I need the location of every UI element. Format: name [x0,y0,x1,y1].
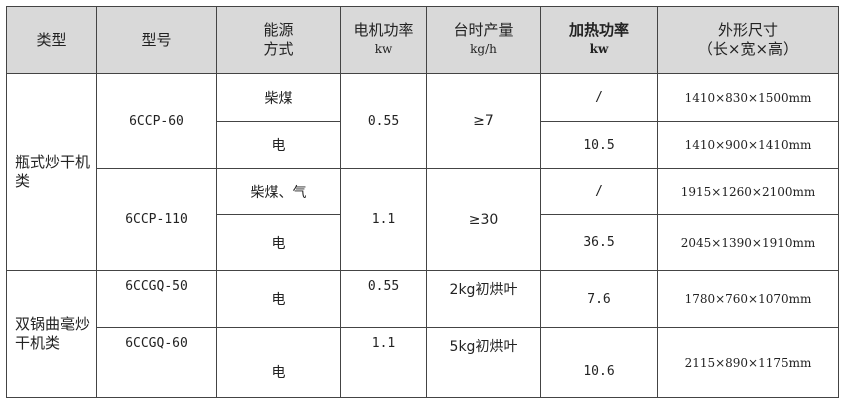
unit: kw [589,42,609,56]
dims-cell: 2045×1390×1910mm [657,214,839,271]
type-cell: 瓶式炒干机类 [6,73,97,271]
model-cell: 6CCP-60 [96,73,217,169]
heating-cell: 7.6 [540,270,658,328]
energy-cell: 柴煤 [216,73,341,122]
motor-cell: 1.1 [340,327,427,398]
energy-cell: 电 [216,270,341,328]
type-cell: 双锅曲毫炒干机类 [6,270,97,398]
dims-cell: 1780×760×1070mm [657,270,839,328]
header-heating-power: 加热功率 kw [540,6,658,74]
motor-cell: 0.55 [340,270,427,328]
output-cell: 2kg初烘叶 [426,270,541,328]
dims-cell: 1410×830×1500mm [657,73,839,122]
energy-cell: 柴煤、气 [216,168,341,215]
dims-cell: 2115×890×1175mm [657,327,839,398]
table-row: 电 36.5 2045×1390×1910mm [7,214,839,271]
unit: kw [374,42,393,56]
energy-cell: 电 [216,121,341,169]
label: 加热功率 [568,21,629,39]
header-dimensions: 外形尺寸 （长×宽×高） [657,6,839,74]
table-row: 双锅曲毫炒干机类 6CCGQ-50 电 0.55 2kg初烘叶 7.6 1780… [6,270,839,398]
table-row: 电 10.5 1410×900×1410mm [7,121,839,169]
table-row: 6CCGQ-60 电 1.1 5kg初烘叶 10.6 2115×890×1175… [7,327,839,398]
energy-cell: 电 [216,214,341,271]
energy-cell: 电 [216,327,341,398]
motor-cell: 0.55 [340,73,427,169]
heating-cell: 10.6 [540,327,658,398]
header-row: 类型 型号 能源 方式 电机功率 kw 台时产量 kg/h 加热功率 kw 外形尺寸 （长… [6,6,839,74]
label: 外形尺寸 [717,21,778,39]
output-cell: ≥30 [426,168,541,271]
heating-cell: 10.5 [540,121,658,169]
table-row: 瓶式炒干机类 6CCP-60 柴煤 0.55 ≥7 / 1410×830×150… [6,73,839,271]
heating-cell: / [540,73,658,122]
header-output: 台时产量 kg/h [426,6,541,74]
header-model: 型号 [96,6,217,74]
header-energy-line2: 方式 [263,40,294,58]
header-type: 类型 [6,6,97,74]
model-cell: 6CCP-110 [96,168,217,271]
label: 电机功率 [353,21,414,39]
dims-cell: 1410×900×1410mm [657,121,839,169]
model-cell: 6CCGQ-60 [96,327,217,398]
header-energy: 能源 方式 [216,6,341,74]
heating-cell: / [540,168,658,215]
dims-cell: 1915×1260×2100mm [657,168,839,215]
label: 台时产量 [453,21,514,39]
heating-cell: 36.5 [540,214,658,271]
header-motor-power: 电机功率 kw [340,6,427,74]
unit: （长×宽×高） [697,40,799,58]
output-cell: 5kg初烘叶 [426,327,541,398]
header-energy-line1: 能源 [263,21,294,39]
model-cell: 6CCGQ-50 [96,270,217,328]
motor-cell: 1.1 [340,168,427,271]
spec-table: 类型 型号 能源 方式 电机功率 kw 台时产量 kg/h 加热功率 kw 外形尺寸 （长… [6,6,839,398]
unit: kg/h [470,42,497,56]
table-row: 6CCP-110 柴煤、气 1.1 ≥30 / 1915×1260×2100mm [7,168,839,271]
output-cell: ≥7 [426,73,541,169]
